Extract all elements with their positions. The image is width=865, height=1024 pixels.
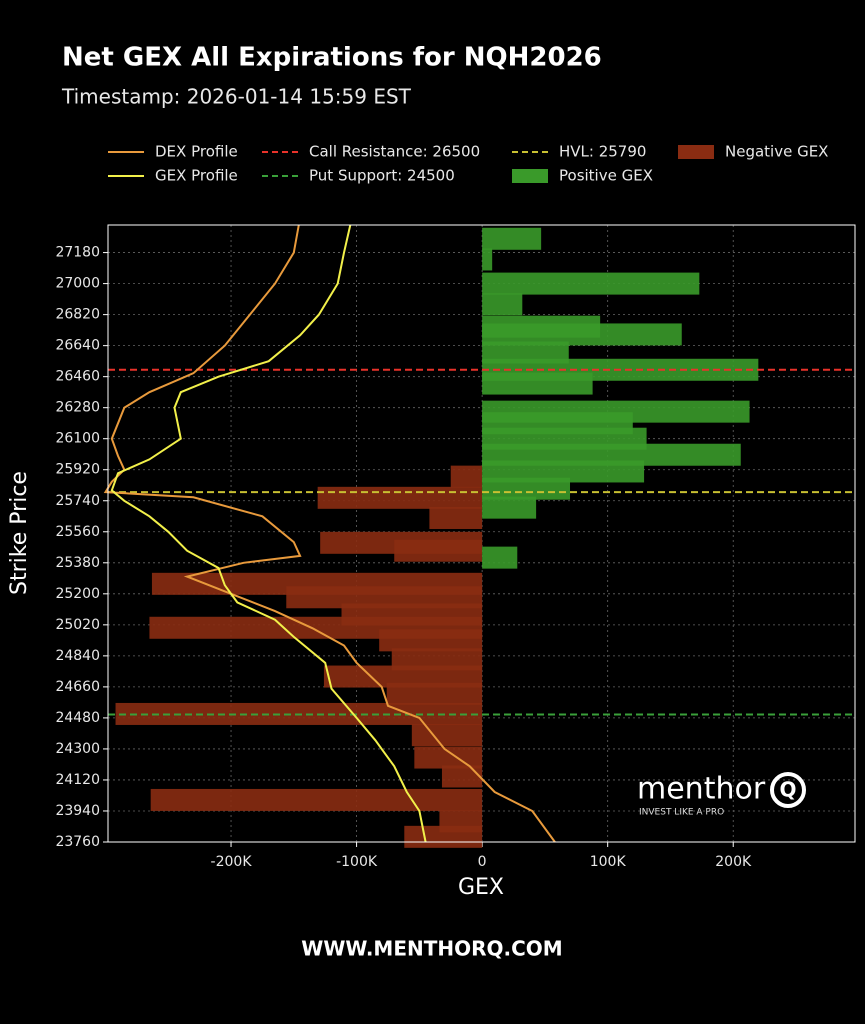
- bar: [379, 629, 483, 652]
- x-tick-label: 200K: [715, 854, 752, 870]
- legend-label: Positive GEX: [559, 167, 653, 185]
- bar: [317, 486, 483, 509]
- y-tick-label: 25920: [55, 462, 100, 478]
- bar: [482, 272, 700, 295]
- bar: [482, 248, 493, 271]
- bar: [394, 539, 483, 562]
- chart-title: Net GEX All Expirations for NQH2026: [62, 43, 602, 73]
- y-tick-label: 23760: [55, 834, 100, 850]
- bar: [429, 506, 483, 529]
- legend-label: GEX Profile: [155, 167, 238, 185]
- legend-label: DEX Profile: [155, 143, 238, 161]
- y-tick-label: 27000: [55, 276, 100, 292]
- legend-swatch: [678, 145, 714, 159]
- profile-line: [110, 224, 427, 843]
- bar: [482, 460, 645, 483]
- watermark-brand: menthor: [637, 772, 766, 807]
- legend-label: Call Resistance: 26500: [309, 143, 480, 161]
- bar: [482, 496, 537, 519]
- bar: [482, 341, 569, 364]
- watermark-logo: Q: [779, 778, 796, 802]
- x-tick-label: -100K: [336, 854, 378, 870]
- x-tick-label: 0: [478, 854, 487, 870]
- bar: [150, 788, 483, 811]
- bar: [450, 465, 483, 488]
- y-tick-label: 24480: [55, 710, 100, 726]
- legend-label: HVL: 25790: [559, 143, 646, 161]
- y-tick-label: 24120: [55, 772, 100, 788]
- legend-label: Put Support: 24500: [309, 167, 455, 185]
- chart-subtitle: Timestamp: 2026-01-14 15:59 EST: [61, 85, 412, 109]
- bar: [386, 682, 483, 705]
- bar: [404, 825, 483, 848]
- x-tick-label: 100K: [590, 854, 627, 870]
- bar: [482, 323, 682, 346]
- bar: [482, 227, 542, 250]
- bar: [391, 648, 483, 671]
- bar: [323, 665, 483, 688]
- y-tick-label: 25380: [55, 555, 100, 571]
- y-tick-label: 26820: [55, 307, 100, 323]
- y-tick-label: 26280: [55, 400, 100, 416]
- y-tick-label: 27180: [55, 245, 100, 261]
- y-tick-label: 26100: [55, 431, 100, 447]
- y-tick-label: 24660: [55, 679, 100, 695]
- y-tick-label: 25560: [55, 524, 100, 540]
- bar: [286, 586, 483, 609]
- bar: [482, 443, 741, 466]
- x-axis-label: GEX: [458, 875, 504, 900]
- y-tick-label: 24300: [55, 741, 100, 757]
- bar: [411, 724, 483, 747]
- y-tick-label: 25740: [55, 493, 100, 509]
- y-tick-label: 25020: [55, 617, 100, 633]
- bar: [414, 746, 483, 769]
- y-axis-label: Strike Price: [7, 471, 32, 595]
- legend-label: Negative GEX: [725, 143, 828, 161]
- bar: [482, 293, 523, 316]
- y-tick-label: 26460: [55, 369, 100, 385]
- profile-line: [103, 224, 556, 843]
- x-tick-label: -200K: [211, 854, 253, 870]
- watermark-logo-ring: [770, 772, 806, 808]
- bar: [441, 765, 483, 788]
- y-tick-label: 23940: [55, 803, 100, 819]
- y-tick-label: 24840: [55, 648, 100, 664]
- watermark-tagline: INVEST LIKE A PRO: [639, 808, 724, 818]
- y-tick-label: 25200: [55, 586, 100, 602]
- footer: WWW.MENTHORQ.COM: [301, 937, 562, 961]
- plot-frame: [107, 224, 856, 843]
- bar: [482, 372, 593, 395]
- bar: [482, 546, 518, 569]
- bar: [482, 477, 571, 500]
- legend-swatch: [512, 169, 548, 183]
- y-tick-label: 26640: [55, 338, 100, 354]
